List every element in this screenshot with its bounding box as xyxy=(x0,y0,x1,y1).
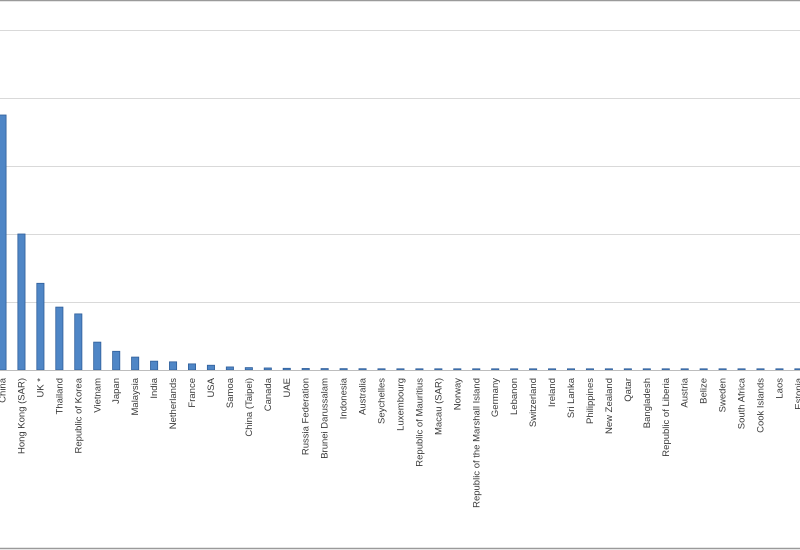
bar-new-zealand xyxy=(604,368,613,371)
bar-laos xyxy=(775,368,784,371)
x-tick-label: Luxembourg xyxy=(395,378,406,431)
bar-france xyxy=(187,363,196,371)
bar-netherlands xyxy=(169,361,178,371)
x-tick-label: Samoa xyxy=(225,377,236,408)
bar-samoa xyxy=(225,366,234,371)
bar-china-taipei xyxy=(244,367,253,371)
x-tick-label: Republic of Liberia xyxy=(661,377,672,456)
bar-macau-sar xyxy=(434,368,443,371)
x-tick-label: Qatar xyxy=(623,378,634,402)
x-tick-label: Republic of Mauritius xyxy=(414,378,425,467)
x-tick-label: Thailand xyxy=(54,378,65,414)
bar-bangladesh xyxy=(642,368,651,371)
bar-uae xyxy=(282,367,291,371)
x-tick-label: Australia xyxy=(358,377,369,415)
bar-uk xyxy=(36,282,45,371)
x-tick-label: UAE xyxy=(282,378,293,398)
x-tick-label: Canada xyxy=(263,377,274,411)
bar-lebanon xyxy=(510,368,519,371)
bar-indonesia xyxy=(339,368,348,371)
x-tick-label: Brunei Darussalam xyxy=(320,378,331,459)
x-tick-label: France xyxy=(187,378,198,408)
bar-republic-of-korea xyxy=(74,313,83,371)
x-tick-label: India xyxy=(149,377,160,398)
bar-austria xyxy=(680,368,689,371)
bar-luxembourg xyxy=(396,368,405,371)
x-tick-label: UK * xyxy=(35,378,46,398)
x-tick-label: Bangladesh xyxy=(642,378,653,428)
bar-hong-kong-sar xyxy=(17,233,26,371)
x-tick-label: Malaysia xyxy=(130,377,141,415)
bar-vietnam xyxy=(93,341,102,371)
bar-china xyxy=(0,114,7,371)
bar-sri-lanka xyxy=(567,368,576,371)
x-tick-label: Netherlands xyxy=(168,378,179,429)
x-tick-label: Republic of Korea xyxy=(73,377,84,453)
x-tick-label: Philippines xyxy=(585,378,596,424)
bar-thailand xyxy=(55,306,64,371)
bar-india xyxy=(150,360,159,371)
x-tick-labels: China Hong Kong (SAR) UK * Thailand Republic… xyxy=(0,377,800,508)
x-tick-label: Estonia xyxy=(793,377,800,409)
x-tick-label: Macau (SAR) xyxy=(433,378,444,435)
x-tick-label: China xyxy=(0,377,9,403)
x-tick-label: Hong Kong (SAR) xyxy=(16,378,27,454)
bar-usa xyxy=(206,364,215,371)
x-tick-label: Austria xyxy=(680,377,691,407)
bar-ireland xyxy=(548,368,557,371)
bar-philippines xyxy=(585,368,594,371)
x-tick-label: Sweden xyxy=(718,378,729,412)
x-tick-label: China (Taipei) xyxy=(244,378,255,437)
x-tick-label: Vietnam xyxy=(92,378,103,413)
x-tick-label: Republic of the Marshall Island xyxy=(471,378,482,508)
bar-estonia xyxy=(794,368,800,371)
bar-switzerland xyxy=(529,368,538,371)
bar-malaysia xyxy=(131,356,140,371)
x-tick-label: Belize xyxy=(699,378,710,404)
x-tick-label: Sri Lanka xyxy=(566,377,577,418)
x-tick-label: USA xyxy=(206,377,217,397)
x-tick-label: Laos xyxy=(774,378,785,399)
x-tick-label: Norway xyxy=(452,378,463,410)
bar-russia-federation xyxy=(301,368,310,371)
bar-seychelles xyxy=(377,368,386,371)
bar-sweden xyxy=(718,368,727,371)
gridlines xyxy=(0,30,800,303)
x-tick-label: Lebanon xyxy=(509,378,520,415)
bar-germany xyxy=(491,368,500,371)
bar-republic-of-liberia xyxy=(661,368,670,371)
x-tick-label: Russia Federation xyxy=(301,378,312,455)
bar-japan xyxy=(112,350,121,371)
x-tick-label: Seychelles xyxy=(377,378,388,424)
bars xyxy=(0,114,800,371)
x-tick-label: Cook Islands xyxy=(756,378,767,433)
x-tick-label: Japan xyxy=(111,378,122,404)
bar-brunei-darussalam xyxy=(320,368,329,371)
bar-belize xyxy=(699,368,708,371)
x-tick-label: Germany xyxy=(490,378,501,417)
bar-canada xyxy=(263,367,272,371)
bar-republic-of-the-marshall-island xyxy=(472,368,481,371)
bar-cook-islands xyxy=(756,368,765,371)
x-tick-label: Indonesia xyxy=(339,377,350,419)
x-tick-label: New Zealand xyxy=(604,378,615,434)
x-tick-label: Ireland xyxy=(547,378,558,407)
bar-republic-of-mauritius xyxy=(415,368,424,371)
bar-south-africa xyxy=(737,368,746,371)
bar-qatar xyxy=(623,368,632,371)
x-tick-label: South Africa xyxy=(737,377,748,429)
bar-australia xyxy=(358,368,367,371)
x-tick-label: Switzerland xyxy=(528,378,539,427)
bar-norway xyxy=(453,368,462,371)
